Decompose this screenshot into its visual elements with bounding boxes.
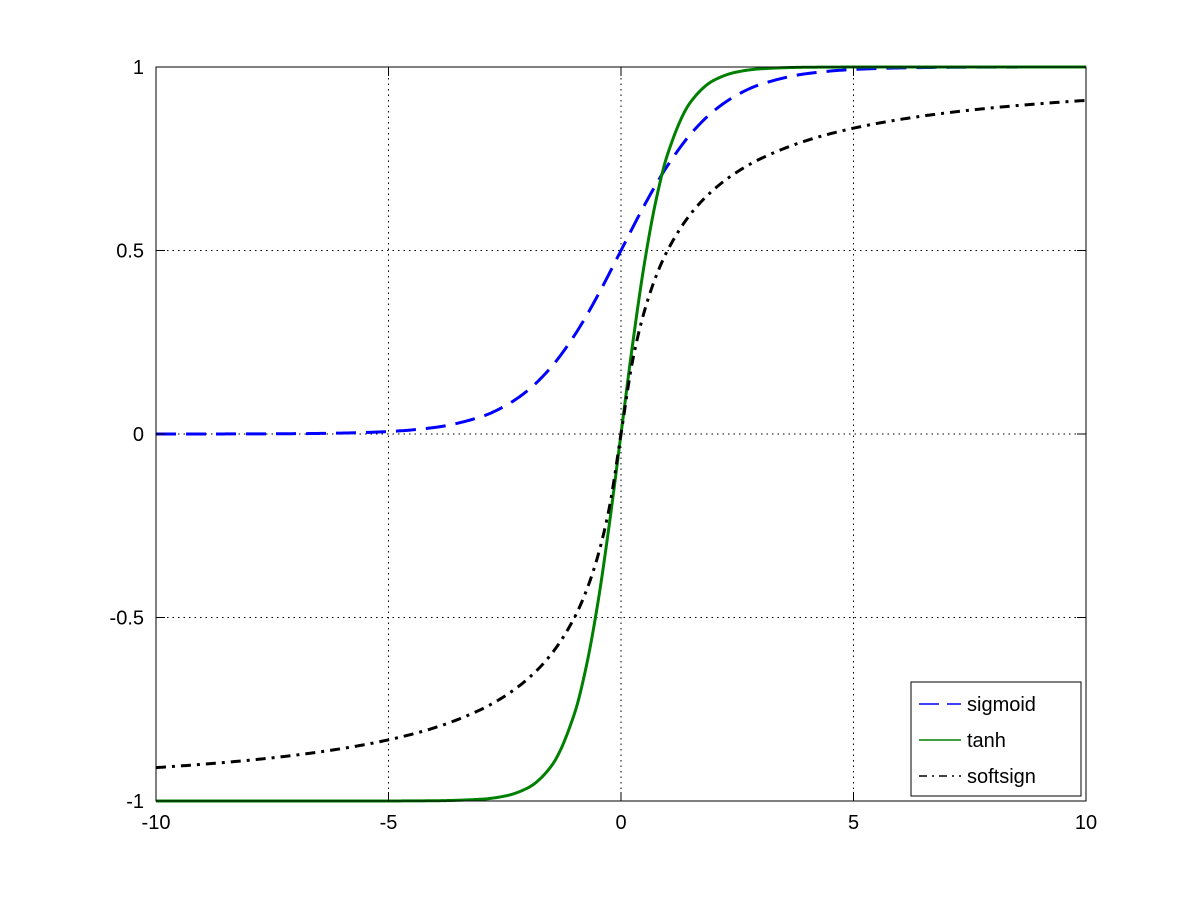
x-tick-label: -5 (380, 812, 398, 834)
y-tick-label: 1 (133, 57, 144, 79)
x-tick-label: 0 (615, 812, 626, 834)
legend-box (910, 681, 1082, 797)
x-tick-label: -10 (142, 812, 171, 834)
y-tick-label: 0 (133, 424, 144, 446)
legend-label-sigmoid: sigmoid (967, 694, 1036, 716)
x-tick-label: 10 (1075, 812, 1097, 834)
axis-ticks (155, 66, 1087, 802)
legend: sigmoid tanh softsign (910, 681, 1082, 797)
legend-label-tanh: tanh (967, 730, 1006, 752)
series-line-softsign (155, 98, 1087, 770)
y-tick-label: 0.5 (116, 241, 144, 263)
y-tick-label: -0.5 (110, 608, 144, 630)
x-tick-label: 5 (848, 812, 859, 834)
y-tick-label: -1 (126, 791, 144, 813)
y-axis-tick-labels: -1 -0.5 0 0.5 1 (110, 57, 144, 813)
legend-label-softsign: softsign (967, 766, 1036, 788)
x-axis-tick-labels: -10 -5 0 5 10 (142, 812, 1098, 834)
